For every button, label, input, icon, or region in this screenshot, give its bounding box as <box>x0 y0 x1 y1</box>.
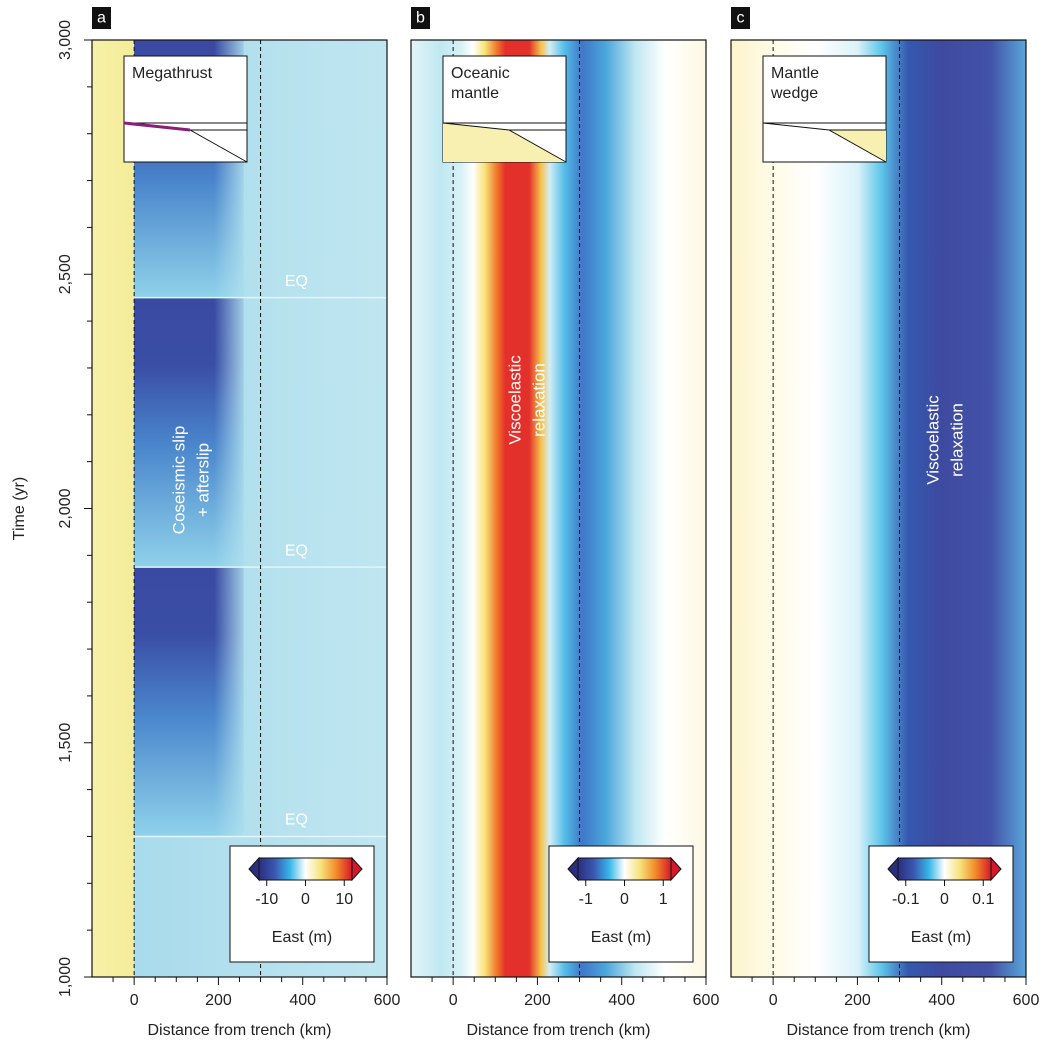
x-tick-label: 400 <box>608 992 635 1009</box>
event-label: EQ <box>285 542 308 559</box>
event-label: EQ <box>285 812 308 829</box>
figure: EQ EQ EQ a 0 200 400 600 Distance from trench (k… <box>0 0 1047 1046</box>
x-tick-label: 0 <box>769 992 778 1009</box>
annotation: Coseismic slip <box>169 426 188 535</box>
colorbar-label: East (m) <box>272 929 332 946</box>
x-tick-label: 600 <box>1013 992 1040 1009</box>
annotation: Viscoelastic <box>923 395 942 485</box>
colorbar-tick-label: -10 <box>255 891 278 908</box>
x-axis-label: Distance from trench (km) <box>466 1022 650 1039</box>
x-tick-label: 600 <box>693 992 720 1009</box>
annotation: relaxation <box>529 363 548 437</box>
annotation: + afterslip <box>193 443 212 517</box>
x-axis-label: Distance from trench (km) <box>147 1022 331 1039</box>
event-label: EQ <box>285 273 308 290</box>
colorbar <box>578 858 671 880</box>
x-tick-label: 600 <box>374 992 401 1009</box>
colorbar-tick-label: -0.1 <box>892 891 920 908</box>
y-tick-label: 1,500 <box>57 723 74 763</box>
annotation: Viscoelastic <box>505 355 524 445</box>
colorbar-tick-label: 0.1 <box>972 891 994 908</box>
x-tick-label: 0 <box>130 992 139 1009</box>
x-tick-label: 200 <box>524 992 551 1009</box>
inset-title: mantle <box>451 85 499 102</box>
slip-fade <box>214 298 248 567</box>
colorbar-tick-label: -1 <box>579 891 593 908</box>
colorbar <box>898 858 991 880</box>
y-tick-label: 1,000 <box>57 957 74 997</box>
heatmap-field <box>731 40 1026 977</box>
x-tick-label: 400 <box>928 992 955 1009</box>
colorbar-tick-label: 0 <box>301 891 310 908</box>
inset-title: Megathrust <box>132 65 213 82</box>
x-axis-label: Distance from trench (km) <box>786 1022 970 1039</box>
x-tick-label: 0 <box>449 992 458 1009</box>
colorbar-tick-label: 10 <box>335 891 353 908</box>
colorbar-label: East (m) <box>591 929 651 946</box>
annotation: relaxation <box>947 403 966 477</box>
y-tick-label: 3,000 <box>57 20 74 60</box>
x-tick-label: 400 <box>289 992 316 1009</box>
colorbar <box>259 858 352 880</box>
y-tick-label: 2,000 <box>57 488 74 528</box>
x-tick-label: 200 <box>205 992 232 1009</box>
inset-title: Mantle <box>771 65 819 82</box>
panel-label: c <box>737 10 745 27</box>
slip-fade <box>214 567 248 836</box>
heatmap-field <box>411 40 706 977</box>
colorbar-label: East (m) <box>911 929 971 946</box>
panel-label: a <box>97 10 106 27</box>
panel-label: b <box>416 10 425 27</box>
y-axis-label: Time (yr) <box>11 477 28 540</box>
y-tick-label: 2,500 <box>57 254 74 294</box>
inset-title: Oceanic <box>451 65 510 82</box>
colorbar-tick-label: 1 <box>659 891 668 908</box>
colorbar-tick-label: 0 <box>940 891 949 908</box>
colorbar-tick-label: 0 <box>620 891 629 908</box>
inset-title: wedge <box>770 85 818 102</box>
x-tick-label: 200 <box>844 992 871 1009</box>
